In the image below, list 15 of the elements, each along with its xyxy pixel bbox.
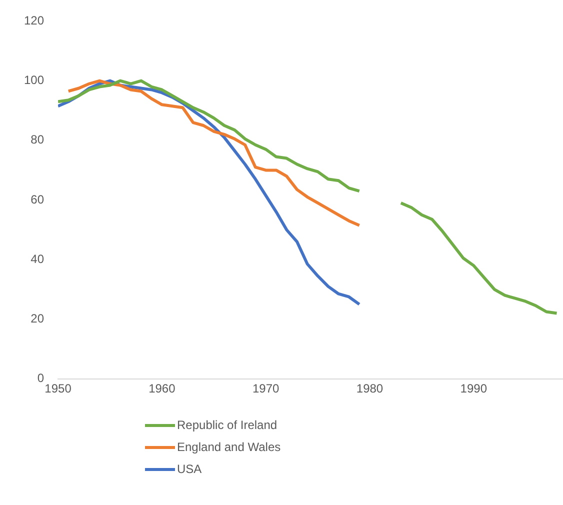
x-tick-label: 1970 bbox=[252, 381, 280, 396]
y-tick-label: 60 bbox=[30, 192, 44, 206]
y-tick-label: 40 bbox=[30, 252, 44, 266]
x-tick-label: 1980 bbox=[356, 381, 384, 396]
x-tick-label: 1960 bbox=[148, 381, 176, 396]
legend-label: England and Wales bbox=[177, 440, 281, 454]
y-tick-label: 80 bbox=[30, 132, 44, 147]
legend-label: USA bbox=[177, 462, 202, 476]
x-tick-label: 1950 bbox=[44, 381, 72, 396]
y-tick-label: 20 bbox=[30, 312, 44, 326]
legend-label: Republic of Ireland bbox=[177, 418, 278, 432]
x-tick-label: 1990 bbox=[460, 381, 488, 396]
y-tick-label: 120 bbox=[24, 14, 44, 28]
y-tick-label: 0 bbox=[37, 371, 44, 386]
y-tick-label: 100 bbox=[24, 73, 44, 88]
